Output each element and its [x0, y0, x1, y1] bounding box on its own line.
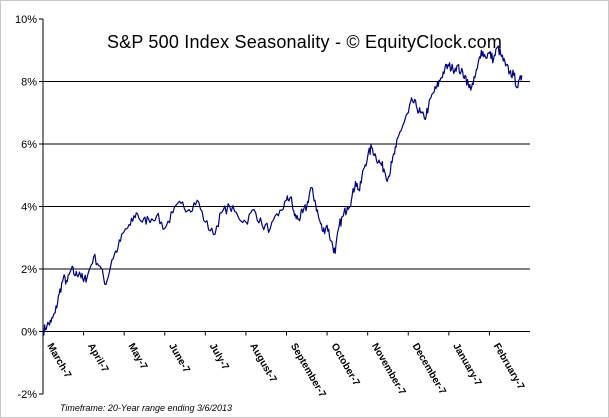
x-tick-label-7: October-7: [328, 342, 361, 389]
x-tick-label-0: March-7: [44, 342, 73, 381]
chart-title: S&P 500 Index Seasonality - © EquityCloc…: [106, 32, 503, 52]
x-tick-label-1: April-7: [85, 342, 111, 375]
x-tick-label-5: August-7: [247, 342, 278, 385]
y-tick-label-2: 2%: [21, 264, 37, 276]
y-tick-label-5: 8%: [21, 77, 37, 89]
x-tick-label-6: September-7: [288, 342, 328, 400]
x-tick-label-2: May-7: [126, 342, 150, 372]
y-tick-label-6: 10%: [15, 14, 37, 26]
x-tick-label-8: November-7: [369, 342, 408, 398]
x-tick-label-10: January-7: [450, 342, 483, 389]
y-tick-label-3: 4%: [21, 202, 37, 214]
series-line-0: [42, 45, 523, 336]
y-tick-label-0: -2%: [17, 389, 37, 401]
x-tick-label-9: December-7: [410, 342, 448, 397]
chart-footnote: Timeframe: 20-Year range ending 3/6/2013: [60, 403, 233, 413]
x-tick-label-11: February-7: [491, 342, 527, 393]
x-tick-label-3: June-7: [166, 342, 192, 376]
y-tick-label-1: 0%: [21, 327, 37, 339]
x-tick-label-4: July-7: [207, 342, 231, 373]
y-tick-label-4: 6%: [21, 139, 37, 151]
